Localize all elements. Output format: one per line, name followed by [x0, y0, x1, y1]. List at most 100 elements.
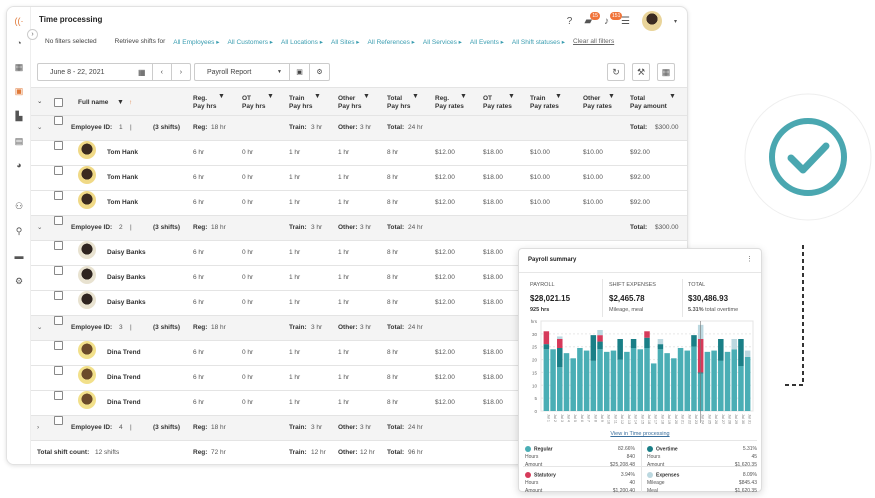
row-checkbox[interactable] — [54, 116, 63, 125]
row-checkbox[interactable] — [54, 166, 63, 175]
employee-name[interactable]: Tom Hank — [107, 199, 138, 206]
dashboard-icon[interactable]: ◔ — [16, 38, 22, 48]
column-header[interactable]: OT Pay hrs — [242, 95, 266, 110]
employee-name[interactable]: Daisy Banks — [107, 249, 146, 256]
employee-name[interactable]: Tom Hank — [107, 149, 138, 156]
filter-icon[interactable]: ▼ — [363, 93, 370, 100]
filter-link[interactable]: All Events ▸ — [469, 39, 504, 46]
column-header[interactable]: Train Pay rates — [530, 95, 559, 110]
view-in-time-processing-link[interactable]: View in Time processing — [610, 431, 670, 437]
column-header[interactable]: Full name — [78, 99, 109, 106]
refresh-button[interactable]: ↻ — [607, 63, 625, 81]
filter-icon[interactable]: ▼ — [412, 93, 419, 100]
report-value[interactable]: Payroll Report — [207, 68, 252, 76]
filter-link[interactable]: All Services ▸ — [422, 39, 462, 46]
column-header[interactable]: Reg. Pay rates — [435, 95, 464, 110]
row-checkbox[interactable] — [54, 316, 63, 325]
filter-icon[interactable]: ▼ — [608, 93, 615, 100]
sort-asc-icon[interactable]: ↑ — [129, 99, 133, 106]
row-checkbox[interactable] — [54, 191, 63, 200]
list-icon[interactable]: ☰ — [621, 15, 630, 27]
filter-link[interactable]: All References ▸ — [367, 39, 415, 46]
employee-name[interactable]: Daisy Banks — [107, 299, 146, 306]
gear-icon[interactable]: ⚙ — [309, 64, 329, 80]
row-checkbox[interactable] — [54, 266, 63, 275]
sidebar-expand-button[interactable]: › — [27, 29, 38, 40]
row-checkbox[interactable] — [54, 366, 63, 375]
bell-icon[interactable]: ♪ 151 — [604, 11, 623, 27]
help-icon[interactable]: ? — [566, 15, 573, 27]
clear-all-filters-link[interactable]: Clear all filters — [573, 38, 615, 45]
row-checkbox[interactable] — [54, 241, 63, 250]
row-checkbox[interactable] — [54, 141, 63, 150]
date-range-picker[interactable]: June 8 - 22, 2021 ▦ ‹ › — [37, 63, 191, 81]
filter-link[interactable]: All Locations ▸ — [281, 39, 323, 46]
filter-icon[interactable]: ▼ — [460, 93, 467, 100]
select-all-checkbox[interactable] — [54, 98, 63, 107]
employee-name[interactable]: Tom Hank — [107, 174, 138, 181]
train-label: Train: — [289, 424, 307, 431]
chevron-icon[interactable]: ⌄ — [37, 124, 43, 131]
column-header[interactable]: Reg. Pay hrs — [193, 95, 217, 110]
apps-grid-icon[interactable]: ▦ — [14, 62, 24, 72]
expand-all-icon[interactable]: ⌄ — [37, 98, 43, 105]
users-icon[interactable]: ⚇ — [14, 201, 24, 211]
employee-name[interactable]: Dina Trend — [107, 349, 141, 356]
pie-chart-icon[interactable]: ◕ — [16, 160, 22, 170]
chevron-icon[interactable]: ⌄ — [37, 224, 43, 231]
chevron-icon[interactable]: › — [37, 424, 40, 431]
chevron-icon[interactable]: ⌄ — [37, 324, 43, 331]
filter-icon[interactable]: ▼ — [218, 93, 225, 100]
row-checkbox[interactable] — [54, 391, 63, 400]
chevron-down-icon[interactable]: ▾ — [673, 18, 677, 25]
shift-row[interactable]: Tom Hank 6 hr 0 hr 1 hr 1 hr 8 hr $12.00 $18.00… — [31, 191, 687, 216]
shift-row[interactable]: Tom Hank 6 hr 0 hr 1 hr 1 hr 8 hr $12.00 $18.00… — [31, 141, 687, 166]
row-checkbox[interactable] — [54, 291, 63, 300]
no-filters-label[interactable]: No filters selected — [45, 38, 97, 45]
next-button[interactable]: › — [170, 64, 190, 80]
bar-regular — [731, 349, 737, 411]
filter-icon[interactable]: ▼ — [117, 99, 124, 106]
map-icon[interactable]: ⚲ — [15, 226, 23, 236]
row-checkbox[interactable] — [54, 341, 63, 350]
calendar-icon[interactable]: ▦ — [138, 67, 146, 77]
filter-icon[interactable]: ▼ — [508, 93, 515, 100]
chat-icon[interactable]: ▰ 15 — [584, 11, 600, 27]
shift-row[interactable]: Tom Hank 6 hr 0 hr 1 hr 1 hr 8 hr $12.00 $18.00… — [31, 166, 687, 191]
column-header[interactable]: Total Pay amount — [630, 95, 667, 110]
employee-name[interactable]: Daisy Banks — [107, 274, 146, 281]
briefcase-icon[interactable]: ▬ — [14, 251, 24, 261]
filter-icon[interactable]: ▼ — [314, 93, 321, 100]
cell-value: $12.00 — [435, 199, 455, 206]
report-select[interactable]: Payroll Report ▼ ▣ ⚙ — [194, 63, 330, 81]
column-header[interactable]: Other Pay rates — [583, 95, 612, 110]
filter-icon[interactable]: ▼ — [267, 93, 274, 100]
row-checkbox[interactable] — [54, 416, 63, 425]
settings-icon[interactable]: ⚙ — [14, 276, 24, 286]
filter-icon[interactable]: ▼ — [669, 93, 676, 100]
save-icon[interactable]: ▣ — [289, 64, 309, 80]
bar-chart-icon[interactable]: ▙ — [15, 111, 23, 121]
group-row[interactable]: ⌄ Employee ID: 1 | (3 shifts) Reg: 18 hr Train:… — [31, 116, 687, 141]
column-header[interactable]: Total Pay hrs — [387, 95, 411, 110]
user-avatar[interactable] — [641, 11, 662, 31]
date-range-value[interactable]: June 8 - 22, 2021 — [50, 68, 105, 76]
filter-link[interactable]: All Shift statuses ▸ — [511, 39, 566, 46]
employee-name[interactable]: Dina Trend — [107, 399, 141, 406]
column-header[interactable]: Train Pay hrs — [289, 95, 313, 110]
row-checkbox[interactable] — [54, 216, 63, 225]
calendar-edit-button[interactable]: ▦ — [657, 63, 675, 81]
filter-link[interactable]: All Employees ▸ — [173, 39, 220, 46]
column-header[interactable]: Other Pay hrs — [338, 95, 362, 110]
calendar-icon[interactable]: ▣ — [14, 86, 24, 96]
group-row[interactable]: ⌄ Employee ID: 2 | (3 shifts) Reg: 18 hr Train:… — [31, 216, 687, 241]
wrench-button[interactable]: ⚒ — [632, 63, 650, 81]
more-menu-icon[interactable]: ⋮ — [746, 256, 753, 263]
prev-button[interactable]: ‹ — [151, 64, 171, 80]
employee-name[interactable]: Dina Trend — [107, 374, 141, 381]
filter-icon[interactable]: ▼ — [555, 93, 562, 100]
column-header[interactable]: OT Pay rates — [483, 95, 512, 110]
clipboard-icon[interactable]: ▤ — [14, 136, 24, 146]
filter-link[interactable]: All Customers ▸ — [227, 39, 274, 46]
filter-link[interactable]: All Sites ▸ — [330, 39, 360, 46]
